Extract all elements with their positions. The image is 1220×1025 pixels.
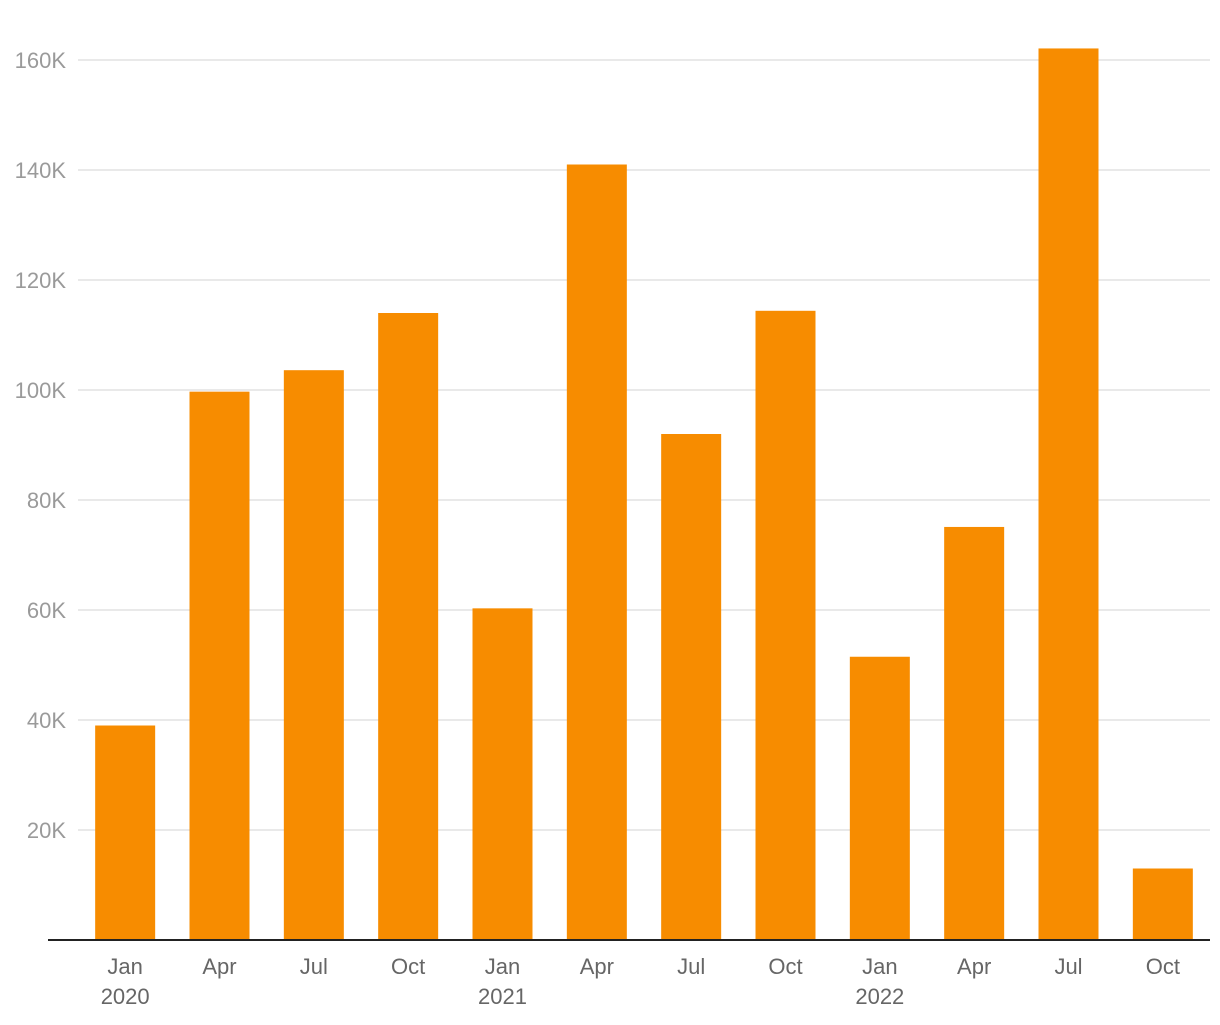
- x-tick-month: Jul: [1054, 954, 1082, 979]
- x-tick-month: Apr: [580, 954, 614, 979]
- x-tick-month: Apr: [957, 954, 991, 979]
- x-tick-month: Oct: [391, 954, 425, 979]
- bar: [755, 310, 816, 940]
- y-tick-label: 100K: [15, 378, 67, 403]
- x-tick-month: Jul: [677, 954, 705, 979]
- x-tick-year: 2022: [855, 984, 904, 1009]
- x-tick-label: Apr: [957, 954, 991, 979]
- x-tick-month: Apr: [202, 954, 236, 979]
- x-tick-month: Jul: [300, 954, 328, 979]
- gridlines: [78, 59, 1210, 831]
- x-tick-month: Jan: [485, 954, 520, 979]
- x-tick-year: 2020: [101, 984, 150, 1009]
- y-axis-ticks: 20K 40K 60K 80K 100K 120K 140K 160K: [15, 48, 67, 843]
- x-tick-label: Jul: [300, 954, 328, 979]
- bar: [944, 526, 1005, 940]
- bar: [472, 608, 533, 940]
- bar: [378, 313, 439, 940]
- x-tick-label: Jan 2022: [855, 954, 904, 1009]
- x-tick-month: Jan: [862, 954, 897, 979]
- x-tick-label: Jan 2020: [101, 954, 150, 1009]
- x-tick-label: Apr: [580, 954, 614, 979]
- y-tick-label: 60K: [27, 598, 66, 623]
- x-tick-label: Oct: [1146, 954, 1180, 979]
- y-tick-label: 160K: [15, 48, 67, 73]
- bar: [1038, 48, 1099, 940]
- x-axis-ticks: Jan 2020 Apr Jul Oct Jan 2021 Apr Jul Oct Jan 2022 A…: [101, 954, 1180, 1009]
- bar: [661, 434, 722, 940]
- bar: [283, 370, 344, 940]
- y-tick-label: 80K: [27, 488, 66, 513]
- x-tick-label: Jan 2021: [478, 954, 527, 1009]
- y-tick-label: 140K: [15, 158, 67, 183]
- x-tick-month: Oct: [1146, 954, 1180, 979]
- bar: [1132, 868, 1193, 940]
- bar: [849, 656, 910, 940]
- y-tick-label: 120K: [15, 268, 67, 293]
- x-tick-label: Jul: [677, 954, 705, 979]
- x-tick-label: Jul: [1054, 954, 1082, 979]
- y-tick-label: 40K: [27, 708, 66, 733]
- bar: [566, 164, 627, 940]
- y-tick-label: 20K: [27, 818, 66, 843]
- bar: [95, 725, 156, 940]
- bars: [95, 48, 1193, 940]
- x-tick-label: Oct: [768, 954, 802, 979]
- bar: [189, 391, 250, 940]
- x-tick-month: Oct: [768, 954, 802, 979]
- x-tick-month: Jan: [107, 954, 142, 979]
- x-tick-label: Oct: [391, 954, 425, 979]
- x-tick-label: Apr: [202, 954, 236, 979]
- x-tick-year: 2021: [478, 984, 527, 1009]
